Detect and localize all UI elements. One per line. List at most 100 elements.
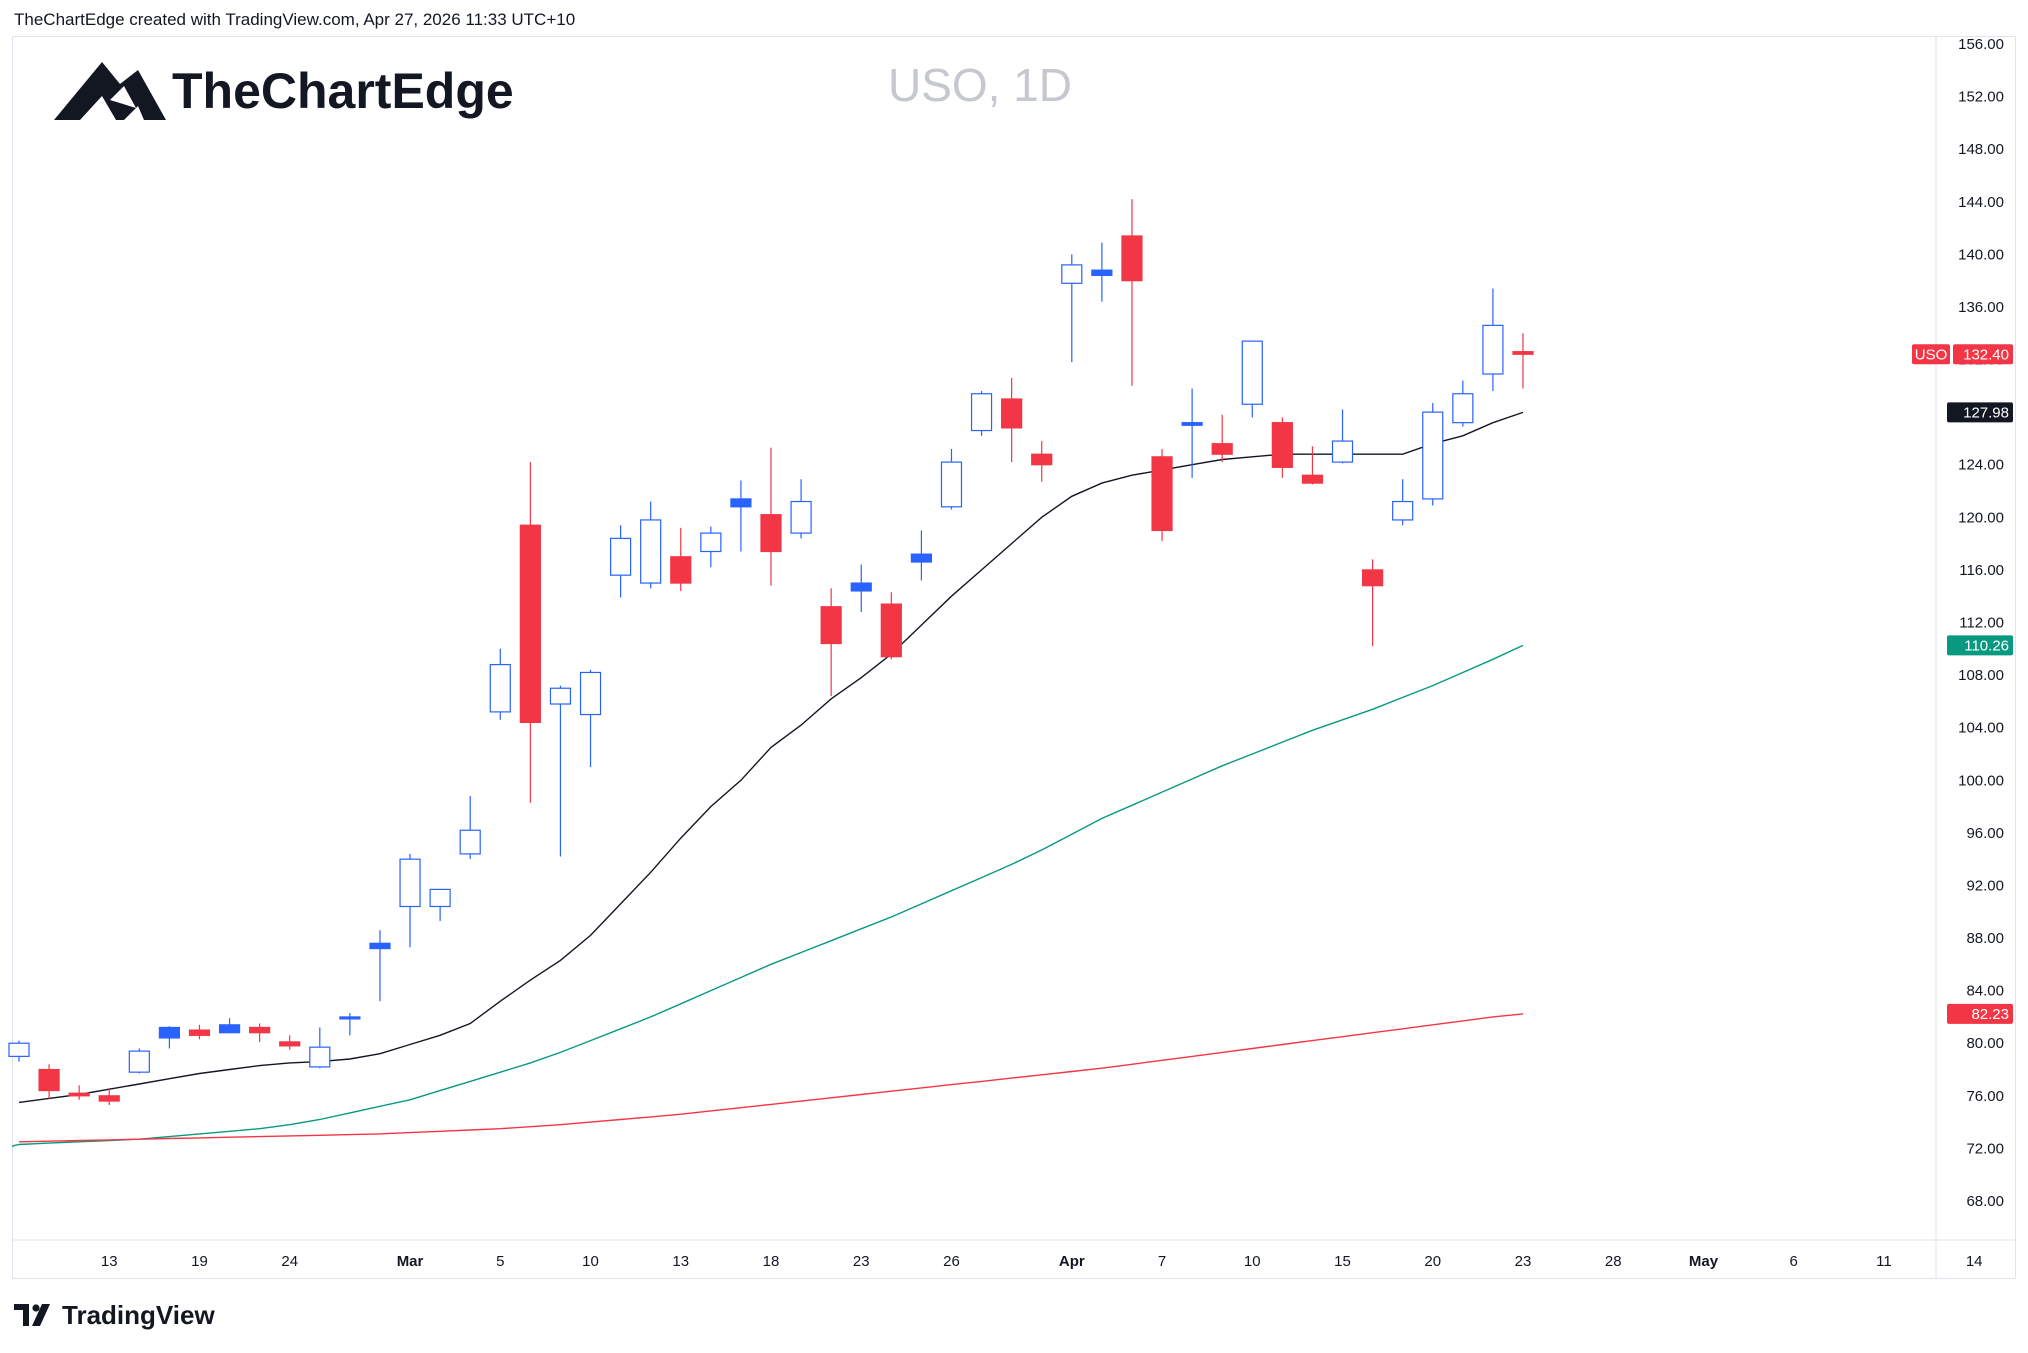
ma-value-label: 110.26 xyxy=(1964,637,2009,654)
candle xyxy=(1091,242,1113,302)
tradingview-wordmark: TradingView xyxy=(62,1300,215,1330)
candle-body xyxy=(489,663,511,713)
brand-logo-block: TheChartEdge xyxy=(52,56,514,126)
candle xyxy=(1301,446,1324,485)
candle-body xyxy=(1151,456,1173,532)
candle xyxy=(1482,288,1504,392)
tradingview-logo[interactable]: TradingView xyxy=(14,1300,215,1331)
time-tick-label: 5 xyxy=(496,1253,504,1270)
candle xyxy=(1151,448,1173,541)
time-tick-label: 10 xyxy=(1244,1253,1261,1270)
chart-credit: TheChartEdge created with TradingView.co… xyxy=(14,10,576,29)
last-price-value-box xyxy=(1953,344,2013,365)
candle-body xyxy=(1031,453,1053,466)
candle-body xyxy=(1241,340,1263,405)
candle-body xyxy=(640,519,662,584)
price-tick-label: 92.00 xyxy=(1966,877,2004,894)
time-tick-label: 24 xyxy=(281,1253,298,1270)
candle-body xyxy=(218,1024,241,1034)
candle xyxy=(429,888,451,921)
candle xyxy=(579,669,602,768)
last-price-badge: USO 132.40 xyxy=(1912,344,2013,365)
time-tick-label: 20 xyxy=(1424,1253,1441,1270)
ma-value-box xyxy=(1947,402,2013,423)
candle-body xyxy=(158,1026,180,1039)
candle xyxy=(670,527,692,591)
candle-body xyxy=(940,461,963,508)
candle-body xyxy=(429,888,451,908)
time-tick-label: 13 xyxy=(672,1253,689,1270)
time-tick-label: 26 xyxy=(943,1253,960,1270)
candle-body xyxy=(1361,569,1384,587)
time-tick-label: Mar xyxy=(397,1253,424,1270)
price-tick-label: 136.00 xyxy=(1958,299,2004,316)
candle xyxy=(850,564,872,612)
time-tick-label: 7 xyxy=(1158,1253,1166,1270)
candle xyxy=(489,648,511,720)
candle xyxy=(970,391,993,436)
brand-name: TheChartEdge xyxy=(172,63,514,119)
candle-body xyxy=(1452,393,1474,424)
candle-body xyxy=(700,532,722,553)
candle xyxy=(8,1040,30,1062)
candle-body xyxy=(339,1016,361,1020)
time-tick-label: 18 xyxy=(763,1253,780,1270)
price-tick-label: 76.00 xyxy=(1966,1088,2004,1105)
time-tick-label: 15 xyxy=(1334,1253,1351,1270)
candle-body xyxy=(1271,422,1293,468)
candle-body xyxy=(8,1042,30,1057)
candle-body xyxy=(1482,324,1504,375)
candle xyxy=(549,685,572,857)
candle-body xyxy=(68,1092,90,1097)
candle-body xyxy=(309,1046,331,1068)
price-tick-label: 140.00 xyxy=(1958,246,2004,263)
candle-body xyxy=(369,942,391,950)
candle-body xyxy=(279,1041,301,1047)
candle xyxy=(1331,409,1354,464)
time-tick-label: 14 xyxy=(1966,1253,1983,1270)
candle xyxy=(820,588,842,697)
time-tick-label: 23 xyxy=(853,1253,870,1270)
candle xyxy=(1452,380,1474,427)
price-tick-label: 80.00 xyxy=(1966,1035,2004,1052)
candle xyxy=(1361,559,1384,647)
moving-average-line-2 xyxy=(12,644,1524,1148)
ma-value-label: 127.98 xyxy=(1963,404,2009,421)
candle-body xyxy=(188,1029,211,1036)
candle xyxy=(730,480,752,552)
candle-body xyxy=(609,537,632,576)
price-tick-label: 88.00 xyxy=(1966,930,2004,947)
time-tick-label: 10 xyxy=(582,1253,599,1270)
candle xyxy=(1512,333,1534,389)
candle xyxy=(1422,402,1444,506)
candle xyxy=(940,448,963,510)
price-tick-label: 112.00 xyxy=(1959,615,2004,632)
candle-body xyxy=(820,606,842,645)
ma-value-box xyxy=(1947,1003,2013,1024)
candle-body xyxy=(1061,264,1083,284)
candle-body xyxy=(670,556,692,584)
time-axis: 13 19 24 Mar 5 10 13 18 23 26 Apr 7 10 15 20 23 28 May 6 11… xyxy=(101,1253,1983,1270)
price-tick-label: 144.00 xyxy=(1958,194,2004,211)
price-axis: 68.00 72.00 76.00 80.00 84.00 88.00 92.00 96.00… xyxy=(1958,36,2004,1210)
candle-body xyxy=(549,687,572,705)
candle-body xyxy=(850,582,872,592)
chart-frame[interactable] xyxy=(12,36,2016,1279)
time-tick-label: May xyxy=(1689,1253,1719,1270)
ma-value-label: 82.23 xyxy=(1971,1006,2009,1023)
candle xyxy=(1241,340,1263,418)
mountain-peak-icon xyxy=(54,62,166,120)
candle-body xyxy=(760,514,782,553)
price-tick-label: 156.00 xyxy=(1958,36,2004,53)
candle xyxy=(158,1026,180,1049)
candle xyxy=(1211,414,1233,463)
last-price-ticker: USO xyxy=(1915,346,1948,363)
candle xyxy=(459,796,481,860)
candle xyxy=(309,1027,331,1069)
candle-body xyxy=(459,829,481,855)
price-tick-label: 72.00 xyxy=(1966,1140,2004,1157)
candle xyxy=(1392,479,1414,526)
last-price-ticker-box xyxy=(1912,344,1950,365)
price-tick-label: 100.00 xyxy=(1958,772,2004,789)
